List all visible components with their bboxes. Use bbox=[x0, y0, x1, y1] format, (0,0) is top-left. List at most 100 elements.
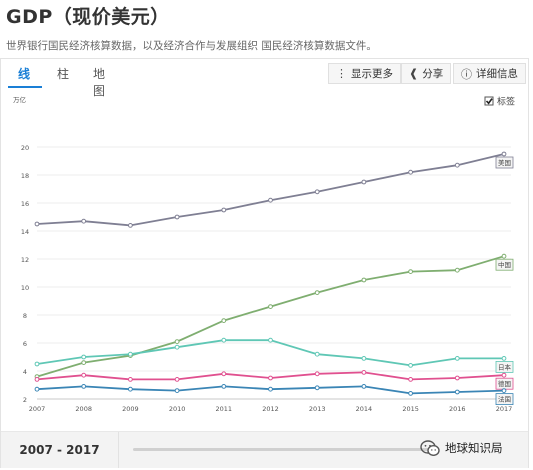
data-point bbox=[361, 384, 367, 389]
series-label-text: 德国 bbox=[498, 379, 511, 388]
tab-bar[interactable]: 柱 bbox=[57, 67, 70, 81]
time-range-bar: 2007 - 2017 bbox=[1, 431, 528, 468]
data-point bbox=[34, 386, 40, 392]
data-point bbox=[314, 189, 320, 195]
x-tick-label: 2008 bbox=[75, 405, 92, 413]
data-point bbox=[81, 218, 87, 224]
data-point bbox=[501, 356, 507, 361]
data-point bbox=[268, 375, 273, 381]
series-label-box bbox=[495, 393, 514, 406]
data-point bbox=[268, 386, 273, 392]
time-range-label: 2007 - 2017 bbox=[1, 432, 119, 468]
x-tick-label: 2016 bbox=[449, 405, 466, 413]
y-tick-label: 16 bbox=[21, 200, 29, 208]
x-tick-label: 2013 bbox=[309, 405, 326, 413]
vertical-dots-icon: ⋮ bbox=[336, 67, 347, 80]
data-point bbox=[501, 388, 507, 394]
data-point bbox=[268, 337, 273, 343]
x-tick-label: 2015 bbox=[402, 405, 419, 413]
y-tick-label: 2 bbox=[23, 396, 27, 404]
data-point bbox=[81, 372, 87, 378]
page-title: GDP（现价美元） bbox=[6, 6, 170, 28]
data-point bbox=[501, 253, 507, 259]
details-button[interactable]: ⓘ 详细信息 bbox=[453, 63, 526, 84]
data-point bbox=[454, 267, 460, 273]
data-point bbox=[221, 337, 227, 343]
x-tick-label: 2017 bbox=[496, 405, 513, 413]
x-tick-label: 2007 bbox=[29, 405, 46, 413]
data-point bbox=[174, 344, 180, 350]
data-point bbox=[34, 377, 40, 382]
y-tick-label: 20 bbox=[21, 144, 29, 152]
data-point bbox=[361, 370, 367, 375]
data-point bbox=[81, 360, 87, 366]
tab-map[interactable]: 地图 bbox=[93, 67, 106, 98]
series-line-2 bbox=[36, 339, 504, 367]
series-label-text: 法国 bbox=[498, 395, 511, 404]
legend-toggle-label: 标签 bbox=[497, 96, 515, 108]
series-end-label: 德国 bbox=[495, 377, 514, 390]
info-icon: ⓘ bbox=[461, 67, 472, 81]
data-point bbox=[268, 304, 273, 310]
x-tick-label: 2009 bbox=[122, 405, 139, 413]
watermark: 地球知识局 bbox=[420, 436, 503, 460]
series-label-box bbox=[495, 360, 514, 373]
y-tick-label: 12 bbox=[21, 256, 29, 264]
y-tick-label: 14 bbox=[21, 228, 29, 236]
data-point bbox=[408, 363, 414, 368]
tab-line[interactable]: 线 bbox=[18, 67, 31, 81]
data-point bbox=[314, 385, 320, 391]
data-point bbox=[454, 389, 460, 395]
data-point bbox=[174, 214, 180, 220]
chart-panel: 线 柱 地图 ⋮ 显示更多 ❰ 分享 ⓘ 详细信息 2 4 6 8 10 12 14 16 18… bbox=[0, 58, 529, 468]
data-point bbox=[127, 351, 133, 357]
x-tick-label: 2014 bbox=[356, 405, 373, 413]
data-point bbox=[174, 377, 180, 382]
x-tick-label: 2011 bbox=[216, 405, 233, 413]
data-point bbox=[127, 223, 133, 228]
series-end-label: 日本 bbox=[495, 360, 514, 373]
wechat-icon bbox=[420, 439, 440, 456]
x-tick-label: 2012 bbox=[262, 405, 279, 413]
data-point bbox=[408, 269, 414, 275]
series-label-text: 日本 bbox=[498, 362, 512, 371]
data-point bbox=[221, 318, 227, 324]
y-tick-label: 10 bbox=[21, 284, 29, 292]
x-tick-label: 2010 bbox=[169, 405, 186, 413]
data-point bbox=[501, 372, 507, 378]
y-tick-label: 18 bbox=[21, 172, 29, 180]
series-line-1 bbox=[36, 255, 505, 378]
data-point bbox=[314, 290, 320, 296]
data-point bbox=[34, 221, 40, 227]
page-subtitle: 世界银行国民经济核算数据，以及经济合作与发展组织 国民经济核算数据文件。 bbox=[6, 40, 377, 52]
share-label: 分享 bbox=[422, 68, 444, 80]
show-more-button[interactable]: ⋮ 显示更多 bbox=[328, 63, 401, 84]
time-range-slider[interactable] bbox=[133, 448, 433, 451]
share-icon: ❰ bbox=[409, 67, 419, 80]
data-point bbox=[81, 384, 87, 389]
series-label-text: 美国 bbox=[498, 158, 511, 167]
data-point bbox=[34, 361, 40, 367]
y-axis-unit: 万亿 bbox=[13, 95, 27, 104]
data-point bbox=[268, 197, 273, 203]
y-tick-label: 6 bbox=[23, 340, 27, 348]
data-point bbox=[408, 377, 414, 382]
series-end-label: 美国 bbox=[495, 156, 514, 169]
data-point bbox=[361, 179, 367, 185]
data-point bbox=[314, 371, 320, 377]
series-line-0 bbox=[36, 153, 505, 227]
data-point bbox=[454, 162, 460, 168]
data-point bbox=[221, 371, 227, 377]
data-point bbox=[361, 356, 367, 361]
data-point bbox=[408, 169, 414, 175]
data-point bbox=[501, 151, 507, 157]
gdp-line-chart: 2 4 6 8 10 12 14 16 18 20 万亿 2007 2008 2009 2010 2011 20… bbox=[13, 95, 515, 413]
data-point bbox=[408, 391, 414, 396]
data-point bbox=[221, 207, 227, 213]
series-label-box bbox=[495, 258, 514, 271]
y-tick-label: 4 bbox=[23, 368, 27, 376]
share-button[interactable]: ❰ 分享 bbox=[401, 63, 452, 84]
data-point bbox=[174, 339, 180, 345]
checkmark-icon bbox=[485, 98, 493, 105]
legend-checkbox bbox=[484, 96, 494, 106]
